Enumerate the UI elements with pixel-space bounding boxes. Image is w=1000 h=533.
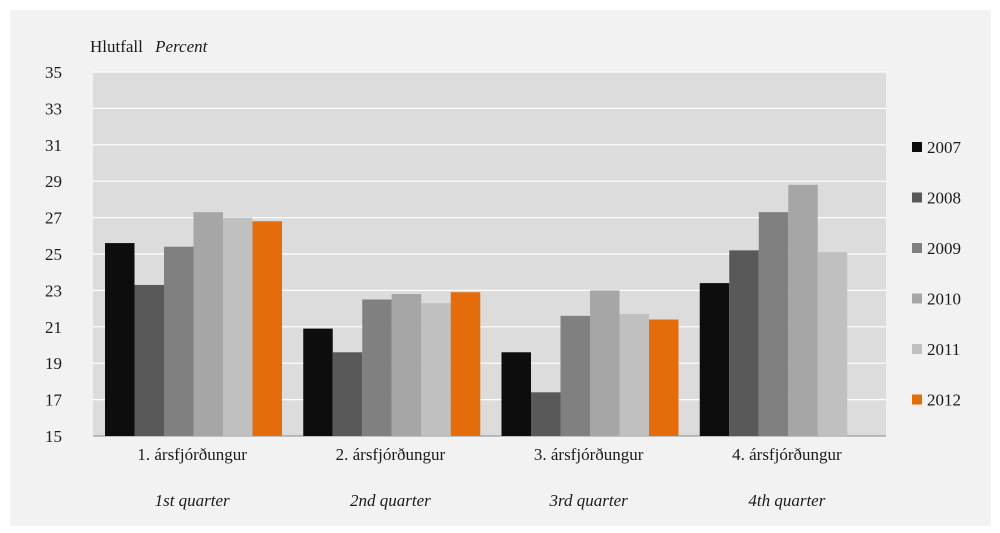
legend-label-2009: 2009	[927, 239, 961, 258]
legend-swatch-2008	[912, 192, 922, 203]
legend-swatch-2011	[912, 344, 922, 354]
x-category-label: 3. ársfjórðungur	[534, 445, 644, 464]
legend-swatch-2010	[912, 293, 922, 304]
bar-2009-q4	[758, 212, 789, 436]
x-category-label: 1. ársfjórðungur	[137, 445, 247, 464]
legend-swatch-2007	[912, 142, 922, 152]
legend-label-2011: 2011	[927, 340, 960, 359]
bar-2008-q4	[729, 250, 759, 436]
bar-2010-q3	[590, 290, 620, 436]
bar-2008-q3	[531, 392, 561, 436]
y-tick-label: 25	[45, 245, 62, 264]
bar-2007-q4	[699, 283, 730, 436]
legend-label-2010: 2010	[927, 290, 961, 309]
x-category-label-en: 2nd quarter	[350, 491, 431, 510]
bar-2012-q1	[252, 221, 282, 436]
x-category-label: 2. ársfjórðungur	[336, 445, 446, 464]
bar-2011-q3	[619, 314, 649, 436]
legend-swatch-2012	[912, 394, 922, 405]
y-tick-label: 17	[45, 391, 63, 410]
bars	[105, 184, 848, 436]
legend-label-2012: 2012	[927, 391, 961, 410]
bar-2009-q1	[164, 246, 194, 436]
y-tick-label: 35	[45, 63, 62, 82]
y-axis-title: Hlutfall Percent	[90, 37, 209, 56]
y-axis-title-en: Percent	[154, 37, 209, 56]
y-axis-title-is: Hlutfall	[90, 37, 143, 56]
y-axis-ticks: 15 17 19 21 23 25 27 29 31 33 35	[45, 63, 63, 446]
bar-2010-q4	[788, 184, 818, 436]
bar-2012-q2	[450, 292, 481, 436]
bar-2007-q3	[501, 352, 531, 436]
bar-2010-q2	[391, 294, 422, 436]
y-tick-label: 31	[45, 136, 62, 155]
bar-2008-q1	[134, 284, 164, 436]
bar-2011-q4	[817, 252, 848, 436]
x-category-label: 4. ársfjórðungur	[732, 445, 842, 464]
bar-2008-q2	[332, 352, 363, 436]
bar-2009-q3	[560, 315, 590, 436]
bar-2007-q1	[105, 243, 135, 436]
y-tick-label: 19	[45, 354, 62, 373]
y-tick-label: 21	[45, 318, 62, 337]
y-tick-label: 27	[45, 209, 63, 228]
x-category-label-en: 3rd quarter	[549, 491, 629, 510]
legend-swatch-2009	[912, 243, 922, 253]
chart-frame: 15 17 19 21 23 25 27 29 31 33 35 1. ársfjórðungur 1…	[10, 10, 991, 526]
legend: 2007 2008 2009 2010 2011 2012	[912, 138, 962, 410]
bar-2012-q3	[649, 319, 679, 436]
x-category-label-en: 1st quarter	[155, 491, 230, 510]
y-tick-label: 15	[45, 427, 62, 446]
legend-label-2007: 2007	[927, 138, 962, 157]
y-tick-label: 29	[45, 172, 62, 191]
x-category-label-en: 4th quarter	[748, 491, 825, 510]
bar-2007-q2	[303, 328, 333, 436]
legend-label-2008: 2008	[927, 189, 961, 208]
bar-2010-q1	[193, 212, 223, 436]
y-tick-label: 33	[45, 99, 62, 118]
y-tick-label: 23	[45, 281, 62, 300]
bar-2009-q2	[362, 299, 392, 436]
bar-2011-q1	[223, 217, 253, 436]
bar-2011-q2	[421, 303, 451, 436]
x-axis-labels: 1. ársfjórðungur 1st quarter 2. ársfjórðun…	[137, 445, 842, 510]
